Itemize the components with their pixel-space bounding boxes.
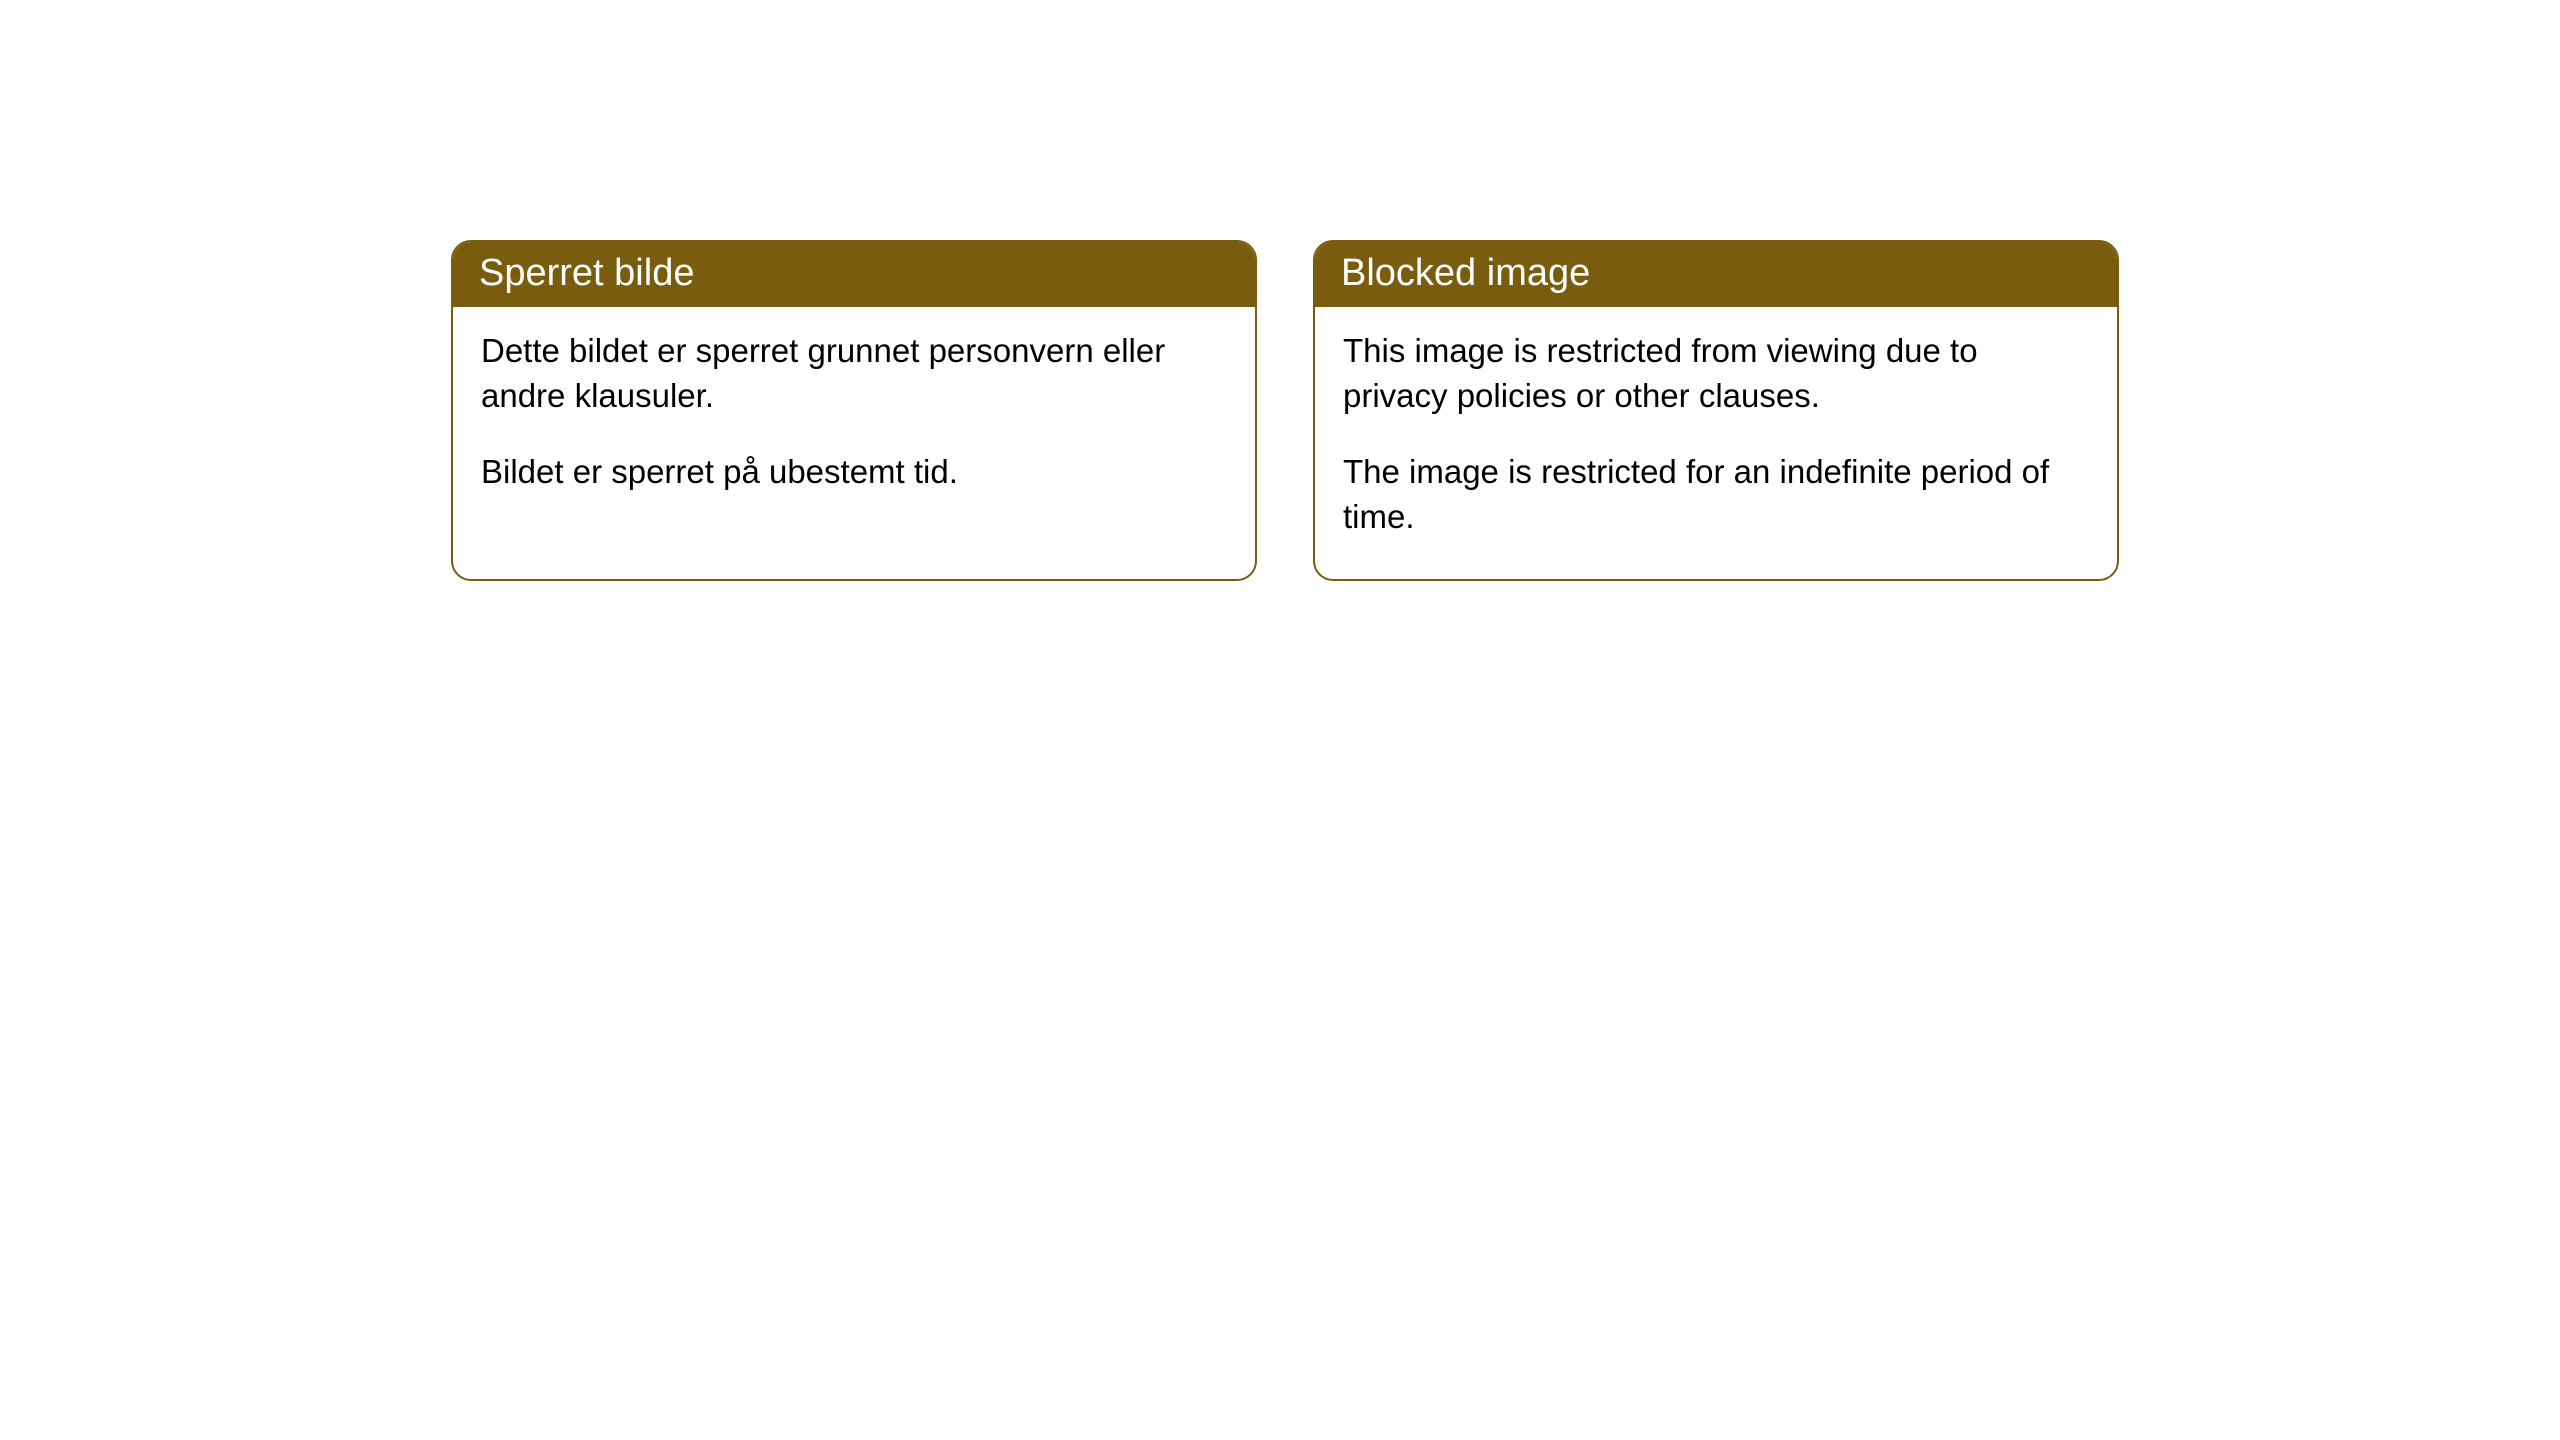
- card-paragraph: Bildet er sperret på ubestemt tid.: [481, 450, 1227, 495]
- blocked-image-card-no: Sperret bilde Dette bildet er sperret gr…: [451, 240, 1257, 581]
- card-body: This image is restricted from viewing du…: [1315, 307, 2117, 579]
- card-title: Sperret bilde: [453, 242, 1255, 307]
- card-paragraph: This image is restricted from viewing du…: [1343, 329, 2089, 418]
- notice-cards-container: Sperret bilde Dette bildet er sperret gr…: [451, 240, 2119, 581]
- card-paragraph: The image is restricted for an indefinit…: [1343, 450, 2089, 539]
- card-body: Dette bildet er sperret grunnet personve…: [453, 307, 1255, 535]
- card-paragraph: Dette bildet er sperret grunnet personve…: [481, 329, 1227, 418]
- blocked-image-card-en: Blocked image This image is restricted f…: [1313, 240, 2119, 581]
- card-title: Blocked image: [1315, 242, 2117, 307]
